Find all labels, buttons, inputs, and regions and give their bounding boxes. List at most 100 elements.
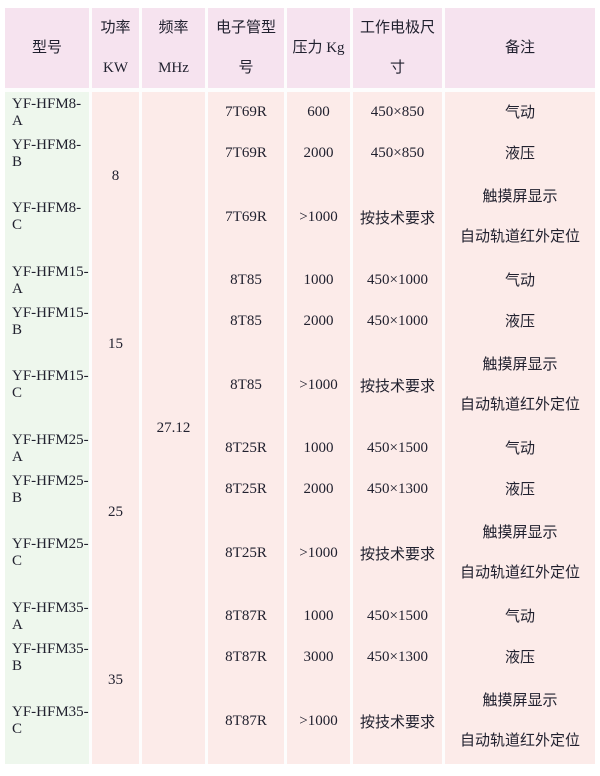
model-cell: YF-HFM8-A xyxy=(5,92,92,133)
table-row: YF-HFM8-C 7T69R >1000 按技术要求 触摸屏显示自动轨道红外定位 xyxy=(5,174,595,260)
model-cell: YF-HFM35-B xyxy=(5,637,92,678)
power-cell: 25 xyxy=(92,428,142,596)
model-cell: YF-HFM15-C xyxy=(5,342,92,428)
tube-cell: 7T69R xyxy=(208,133,287,174)
tube-cell: 8T85 xyxy=(208,260,287,301)
pressure-cell: 2000 xyxy=(287,301,353,342)
tube-cell: 8T87R xyxy=(208,678,287,764)
remark-cell: 气动 xyxy=(445,428,595,469)
remark-line: 触摸屏显示 xyxy=(482,693,558,709)
table-row: YF-HFM8-A 8 27.12 7T69R 600 450×850 气动 xyxy=(5,92,595,764)
electrode-cell: 按技术要求 xyxy=(353,342,445,428)
remark-line: 气动 xyxy=(504,272,535,289)
col-header-tube-label: 电子管型号 xyxy=(215,20,276,76)
tube-cell: 8T87R xyxy=(208,637,287,678)
pressure-cell: 2000 xyxy=(287,469,353,510)
col-header-power-label: 功率 xyxy=(100,20,131,36)
remark-cell: 气动 xyxy=(445,596,595,637)
remark-cell: 液压 xyxy=(445,133,595,174)
model-cell: YF-HFM25-A xyxy=(5,428,92,469)
electrode-cell: 450×1300 xyxy=(353,469,445,510)
table-row: YF-HFM15-B 8T85 2000 450×1000 液压 xyxy=(5,301,595,342)
col-header-frequency-label: 频率 xyxy=(158,20,189,36)
tube-cell: 8T85 xyxy=(208,301,287,342)
remark-line: 液压 xyxy=(504,145,535,162)
col-header-pressure: 压力 Kg xyxy=(287,8,353,92)
electrode-cell: 按技术要求 xyxy=(353,174,445,260)
pressure-cell: >1000 xyxy=(287,342,353,428)
table-row: YF-HFM35-C 8T87R >1000 按技术要求 触摸屏显示 自动轨道红外定位 xyxy=(5,678,595,764)
remark-cell: 液压 xyxy=(445,637,595,678)
remark-line: 触摸屏显示 xyxy=(482,525,558,541)
electrode-cell: 按技术要求 xyxy=(353,678,445,764)
col-header-frequency: 频率 MHz xyxy=(142,8,208,92)
electrode-cell: 450×850 xyxy=(353,133,445,174)
table-row: YF-HFM15-A 15 8T85 1000 450×1000 气动 xyxy=(5,260,595,428)
remark-line: 气动 xyxy=(504,104,535,121)
power-cell: 8 xyxy=(92,92,142,260)
model-cell: YF-HFM35-C xyxy=(5,678,92,764)
pressure-cell: 600 xyxy=(287,92,353,133)
pressure-cell: >1000 xyxy=(287,174,353,260)
electrode-cell: 按技术要求 xyxy=(353,510,445,596)
model-cell: YF-HFM8-C xyxy=(5,174,92,260)
remark-line: 气动 xyxy=(504,608,535,625)
remark-cell: 触摸屏显示 自动轨道红外定位 xyxy=(445,342,595,428)
tube-cell: 7T69R xyxy=(208,92,287,133)
remark-cell: 触摸屏显示 自动轨道红外定位 xyxy=(445,510,595,596)
model-cell: YF-HFM35-A xyxy=(5,596,92,637)
pressure-cell: 3000 xyxy=(287,637,353,678)
remark-line: 触摸屏显示 xyxy=(482,189,558,205)
electrode-cell: 450×1000 xyxy=(353,260,445,301)
model-cell: YF-HFM15-B xyxy=(5,301,92,342)
model-cell: YF-HFM8-B xyxy=(5,133,92,174)
pressure-cell: 1000 xyxy=(287,428,353,469)
col-header-electrode-label: 工作电极尺寸 xyxy=(359,20,435,76)
power-cell: 35 xyxy=(92,596,142,764)
table-row: YF-HFM25-A 25 8T25R 1000 450×1500 气动 xyxy=(5,428,595,596)
table-row: YF-HFM15-C 8T85 >1000 按技术要求 触摸屏显示 自动轨道红外定位 xyxy=(5,342,595,428)
power-cell: 15 xyxy=(92,260,142,428)
remark-cell: 气动 xyxy=(445,92,595,133)
table-row: YF-HFM35-A 35 8T87R 1000 450×1500 气动 xyxy=(5,596,595,764)
header-row: 型号 功率 KW 频率 MHz 电子管型号 压力 Kg 工作电极尺寸 备注 xyxy=(5,8,595,92)
tube-cell: 8T25R xyxy=(208,510,287,596)
model-cell: YF-HFM25-B xyxy=(5,469,92,510)
remark-cell: 触摸屏显示自动轨道红外定位 xyxy=(445,678,595,764)
remark-cell: 液压 xyxy=(445,301,595,342)
remark-cell: 液压 xyxy=(445,469,595,510)
tube-cell: 7T69R xyxy=(208,174,287,260)
remark-line: 液压 xyxy=(504,481,535,498)
remark-line: 自动轨道红外定位 xyxy=(459,229,580,245)
tube-cell: 8T85 xyxy=(208,342,287,428)
col-header-model: 型号 xyxy=(5,8,92,92)
remark-line: 自动轨道红外定位 xyxy=(459,733,580,749)
electrode-cell: 450×1300 xyxy=(353,637,445,678)
tube-cell: 8T87R xyxy=(208,596,287,637)
model-cell: YF-HFM25-C xyxy=(5,510,92,596)
pressure-cell: 1000 xyxy=(287,596,353,637)
col-header-remark-label: 备注 xyxy=(504,40,535,56)
electrode-cell: 450×1000 xyxy=(353,301,445,342)
electrode-cell: 450×1500 xyxy=(353,596,445,637)
table-row: YF-HFM35-B 8T87R 3000 450×1300 液压 xyxy=(5,637,595,678)
col-header-power-unit: KW xyxy=(103,60,128,76)
electrode-cell: 450×1500 xyxy=(353,428,445,469)
col-header-model-label: 型号 xyxy=(31,40,62,56)
model-cell: YF-HFM15-A xyxy=(5,260,92,301)
col-header-electrode: 工作电极尺寸 xyxy=(353,8,445,92)
remark-line: 触摸屏显示 xyxy=(482,357,558,373)
pressure-cell: >1000 xyxy=(287,678,353,764)
table-row: YF-HFM25-B 8T25R 2000 450×1300 液压 xyxy=(5,469,595,510)
pressure-cell: 2000 xyxy=(287,133,353,174)
col-header-power: 功率 KW xyxy=(92,8,142,92)
pressure-cell: >1000 xyxy=(287,510,353,596)
frequency-cell: 27.12 xyxy=(142,92,208,764)
remark-cell: 气动 xyxy=(445,260,595,301)
tube-cell: 8T25R xyxy=(208,469,287,510)
table-row: YF-HFM8-B 7T69R 2000 450×850 液压 xyxy=(5,133,595,174)
col-header-tube: 电子管型号 xyxy=(208,8,287,92)
pressure-cell: 1000 xyxy=(287,260,353,301)
tube-cell: 8T25R xyxy=(208,428,287,469)
remark-line: 液压 xyxy=(504,313,535,330)
